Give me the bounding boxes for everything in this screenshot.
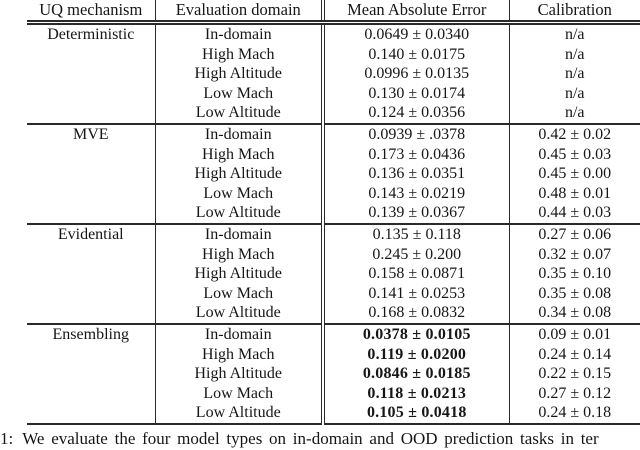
table-header-row: UQ mechanism Evaluation domain Mean Absolu… — [27, 0, 640, 25]
calibration-cell: n/a — [564, 45, 585, 63]
calibration-cell: 0.45 ± 0.03 — [538, 145, 612, 163]
mae-cell: 0.139 ± 0.0367 — [323, 203, 510, 224]
table-row: Low Mach 0.143 ± 0.0219 0.48 ± 0.01 — [27, 183, 640, 204]
calibration-cell: 0.24 ± 0.14 — [538, 345, 612, 363]
mae-cell: 0.0939 ± .0378 — [323, 122, 510, 145]
evaluation-domain-cell: Low Altitude — [155, 203, 325, 224]
table-row: Deterministic In-domain 0.0649 ± 0.0340 n/a — [27, 21, 640, 124]
calibration-cell: n/a — [564, 104, 585, 122]
calibration-cell: 0.35 ± 0.08 — [538, 284, 612, 302]
calibration-cell: 0.27 ± 0.06 — [509, 222, 640, 245]
mae-cell: 0.105 ± 0.0418 — [323, 403, 510, 424]
table-row: High Mach 0.140 ± 0.0175 n/a — [27, 44, 640, 65]
uq-mechanism-cell: Evidential — [27, 222, 156, 324]
evaluation-domain-cell: High Mach — [155, 44, 325, 65]
mae-cell: 0.119 ± 0.0200 — [323, 344, 510, 365]
mae-cell: 0.158 ± 0.0871 — [323, 264, 510, 284]
evaluation-domain-cell: Low Mach — [155, 383, 325, 404]
evaluation-domain-cell: Low Altitude — [155, 403, 325, 424]
uq-mechanism-cell: Deterministic — [27, 21, 156, 124]
evaluation-domain-cell: Low Mach — [155, 83, 325, 104]
table-row: High Altitude 0.0996 ± 0.0135 n/a — [27, 64, 640, 84]
evaluation-domain-cell: High Mach — [155, 344, 325, 365]
calibration-cell: 0.34 ± 0.08 — [538, 304, 612, 322]
table-row: Low Mach 0.130 ± 0.0174 n/a — [27, 83, 640, 104]
mae-cell: 0.130 ± 0.0174 — [323, 83, 510, 104]
mae-cell: 0.124 ± 0.0356 — [323, 103, 510, 124]
table-caption: 1: We evaluate the four model types on in… — [0, 429, 640, 449]
evaluation-domain-cell: High Mach — [155, 244, 325, 265]
table-row: MVE In-domain 0.0939 ± .0378 0.42 ± 0.02 — [27, 122, 640, 224]
table-row: High Altitude 0.158 ± 0.0871 0.35 ± 0.10 — [27, 264, 640, 284]
column-header: Evaluation domain — [155, 0, 325, 25]
mae-cell: 0.136 ± 0.0351 — [323, 164, 510, 184]
calibration-cell: 0.22 ± 0.15 — [538, 365, 612, 383]
evaluation-domain-cell: In-domain — [155, 21, 325, 45]
evaluation-domain-cell: In-domain — [155, 122, 325, 145]
evaluation-domain-cell: High Altitude — [155, 364, 325, 384]
mae-cell: 0.140 ± 0.0175 — [323, 44, 510, 65]
caption-label: 1: — [0, 429, 14, 448]
mae-cell: 0.143 ± 0.0219 — [323, 183, 510, 204]
table-row: Low Mach 0.141 ± 0.0253 0.35 ± 0.08 — [27, 283, 640, 304]
calibration-cell: 0.45 ± 0.00 — [538, 165, 612, 183]
table-row: High Mach 0.119 ± 0.0200 0.24 ± 0.14 — [27, 344, 640, 365]
evaluation-domain-cell: High Altitude — [155, 164, 325, 184]
evaluation-domain-cell: High Altitude — [155, 64, 325, 84]
mae-cell: 0.118 ± 0.0213 — [323, 383, 510, 404]
table-row: High Mach 0.173 ± 0.0436 0.45 ± 0.03 — [27, 144, 640, 165]
calibration-cell: 0.09 ± 0.01 — [509, 322, 640, 345]
calibration-cell: n/a — [564, 65, 585, 83]
calibration-cell: 0.32 ± 0.07 — [538, 245, 612, 263]
table-row: High Mach 0.245 ± 0.200 0.32 ± 0.07 — [27, 244, 640, 265]
calibration-cell: 0.48 ± 0.01 — [538, 184, 612, 202]
evaluation-domain-cell: Low Mach — [155, 283, 325, 304]
table-row: Low Altitude 0.168 ± 0.0832 0.34 ± 0.08 — [27, 303, 640, 324]
table-body: Deterministic In-domain 0.0649 ± 0.0340 n/a… — [27, 21, 640, 424]
table-row: High Altitude 0.136 ± 0.0351 0.45 ± 0.00 — [27, 164, 640, 184]
calibration-cell: n/a — [509, 21, 640, 45]
calibration-cell: 0.35 ± 0.10 — [538, 265, 612, 283]
calibration-cell: 0.24 ± 0.18 — [538, 404, 612, 422]
table-row: Ensembling In-domain 0.0378 ± 0.0105 0.09 ±… — [27, 322, 640, 424]
column-header: Calibration — [509, 0, 640, 25]
evaluation-domain-cell: Low Mach — [155, 183, 325, 204]
column-header: Mean Absolute Error — [323, 0, 510, 25]
evaluation-domain-cell: Low Altitude — [155, 103, 325, 124]
evaluation-domain-cell: High Altitude — [155, 264, 325, 284]
mae-cell: 0.173 ± 0.0436 — [323, 144, 510, 165]
calibration-cell: 0.44 ± 0.03 — [538, 204, 612, 222]
calibration-cell: 0.27 ± 0.12 — [538, 384, 612, 402]
calibration-cell: n/a — [564, 84, 585, 102]
uq-mechanism-cell: MVE — [27, 122, 156, 224]
mae-cell: 0.245 ± 0.200 — [323, 244, 510, 265]
table-row: Low Altitude 0.124 ± 0.0356 n/a — [27, 103, 640, 124]
table-row: Low Mach 0.118 ± 0.0213 0.27 ± 0.12 — [27, 383, 640, 404]
evaluation-domain-cell: In-domain — [155, 222, 325, 245]
table-row: Low Altitude 0.105 ± 0.0418 0.24 ± 0.18 — [27, 403, 640, 424]
mae-cell: 0.0996 ± 0.0135 — [323, 64, 510, 84]
results-table: UQ mechanism Evaluation domain Mean Absolu… — [27, 0, 640, 425]
mae-cell: 0.141 ± 0.0253 — [323, 283, 510, 304]
column-header: UQ mechanism — [27, 0, 156, 25]
table-row: Evidential In-domain 0.135 ± 0.118 0.27 ± 0… — [27, 222, 640, 324]
mae-cell: 0.168 ± 0.0832 — [323, 303, 510, 324]
mae-cell: 0.0846 ± 0.0185 — [323, 364, 510, 384]
table-row: High Altitude 0.0846 ± 0.0185 0.22 ± 0.15 — [27, 364, 640, 384]
calibration-cell: 0.42 ± 0.02 — [509, 122, 640, 145]
table-row: Low Altitude 0.139 ± 0.0367 0.44 ± 0.03 — [27, 203, 640, 224]
evaluation-domain-cell: Low Altitude — [155, 303, 325, 324]
mae-cell: 0.0649 ± 0.0340 — [323, 21, 510, 45]
mae-cell: 0.0378 ± 0.0105 — [323, 322, 510, 345]
caption-text: We evaluate the four model types on in-d… — [22, 429, 599, 448]
uq-mechanism-cell: Ensembling — [27, 322, 156, 424]
evaluation-domain-cell: In-domain — [155, 322, 325, 345]
evaluation-domain-cell: High Mach — [155, 144, 325, 165]
mae-cell: 0.135 ± 0.118 — [323, 222, 510, 245]
